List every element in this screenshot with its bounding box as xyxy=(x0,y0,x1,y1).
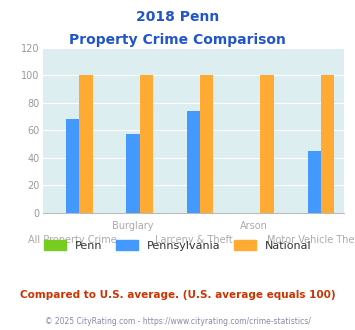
Text: Larceny & Theft: Larceny & Theft xyxy=(154,235,233,245)
Text: © 2025 CityRating.com - https://www.cityrating.com/crime-statistics/: © 2025 CityRating.com - https://www.city… xyxy=(45,317,310,326)
Legend: Penn, Pennsylvania, National: Penn, Pennsylvania, National xyxy=(39,236,316,255)
Bar xyxy=(66,119,80,213)
Text: Property Crime Comparison: Property Crime Comparison xyxy=(69,33,286,47)
Text: Compared to U.S. average. (U.S. average equals 100): Compared to U.S. average. (U.S. average … xyxy=(20,290,335,300)
Bar xyxy=(126,135,140,213)
Bar xyxy=(200,75,213,213)
Bar xyxy=(187,111,200,213)
Bar xyxy=(261,75,274,213)
Text: Burglary: Burglary xyxy=(113,221,154,231)
Text: Arson: Arson xyxy=(240,221,268,231)
Text: Motor Vehicle Theft: Motor Vehicle Theft xyxy=(267,235,355,245)
Text: 2018 Penn: 2018 Penn xyxy=(136,10,219,24)
Bar xyxy=(80,75,93,213)
Bar xyxy=(140,75,153,213)
Bar xyxy=(307,151,321,213)
Text: All Property Crime: All Property Crime xyxy=(28,235,117,245)
Bar xyxy=(321,75,334,213)
